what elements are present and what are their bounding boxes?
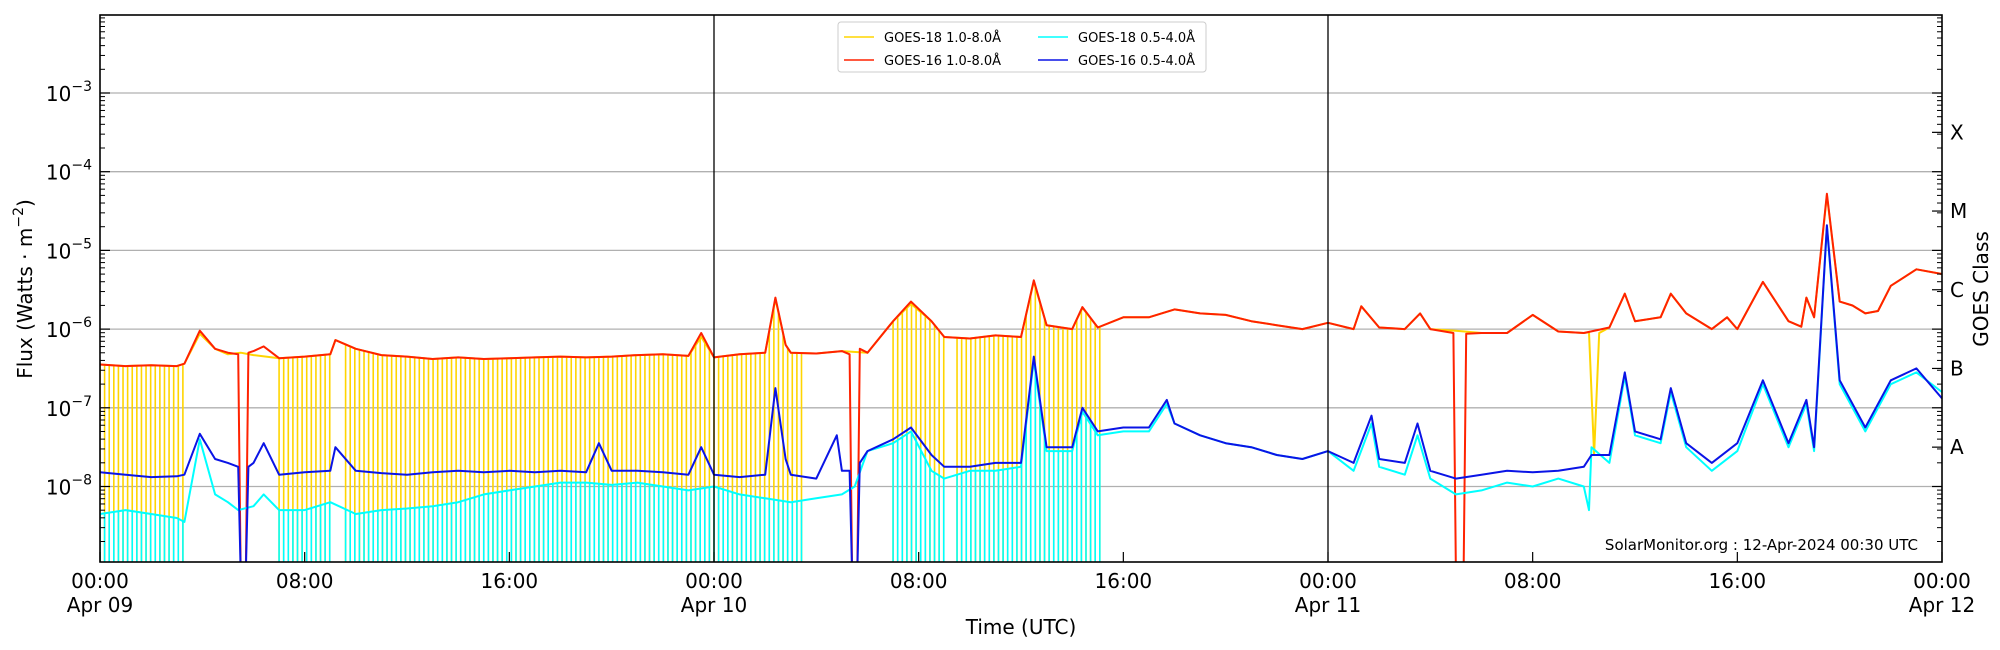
x-tick-date-label: Apr 12	[1909, 593, 1975, 617]
y-axis-left: 10−3 10−4 10−5 10−6 10−7 10−8	[46, 17, 1942, 543]
x-tick-label: 08:00	[890, 569, 948, 593]
legend-entry-label: GOES-16 0.5-4.0Å	[1078, 53, 1195, 69]
x-tick-label: 00:00	[1299, 569, 1357, 593]
y-tick-label: 10−4	[46, 158, 92, 185]
x-tick-label: 16:00	[1095, 569, 1153, 593]
goes-class-label: C	[1950, 278, 1964, 302]
x-tick-label: 08:00	[276, 569, 334, 593]
x-tick-label: 00:00	[71, 569, 129, 593]
dropout-bars	[100, 287, 1101, 562]
data-series	[100, 192, 1942, 562]
y-tick-label: 10−8	[46, 473, 92, 500]
goes-class-label: X	[1950, 120, 1964, 144]
y-tick-label: 10−7	[46, 394, 92, 421]
y-tick-label: 10−3	[46, 79, 92, 106]
x-tick-date-label: Apr 11	[1295, 593, 1361, 617]
legend-entry-label: GOES-16 1.0-8.0Å	[884, 53, 1001, 69]
y-axis-right-title: GOES Class	[1969, 231, 1993, 347]
legend-entry-label: GOES-18 0.5-4.0Å	[1078, 30, 1195, 46]
x-tick-date-label: Apr 10	[681, 593, 747, 617]
legend: GOES-18 1.0-8.0Å GOES-18 0.5-4.0Å GOES-16 …	[837, 21, 1207, 73]
x-tick-label: 00:00	[1913, 569, 1971, 593]
series-line	[100, 224, 1942, 562]
source-annotation: SolarMonitor.org : 12-Apr-2024 00:30 UTC	[1605, 536, 1918, 554]
goes-class-label: B	[1950, 356, 1964, 380]
legend-entry-label: GOES-18 1.0-8.0Å	[884, 30, 1001, 46]
plot-border	[99, 14, 1943, 563]
y-tick-label: 10−5	[46, 236, 92, 263]
x-tick-label: 16:00	[481, 569, 539, 593]
goes-class-label: M	[1950, 199, 1967, 223]
series-line	[100, 225, 1942, 523]
legend-box	[837, 21, 1207, 73]
y-axis-right-goes-class: X M C B A	[1932, 120, 1967, 459]
x-tick-date-label: Apr 09	[67, 593, 133, 617]
goes-class-label: A	[1950, 435, 1964, 459]
plot-frame	[99, 14, 1943, 563]
y-axis-title: Flux (Watts · m−2)	[11, 199, 37, 379]
x-tick-label: 00:00	[685, 569, 743, 593]
x-tick-label: 08:00	[1504, 569, 1562, 593]
y-tick-label: 10−6	[46, 315, 92, 342]
x-tick-label: 16:00	[1709, 569, 1767, 593]
x-axis-title: Time (UTC)	[965, 615, 1077, 639]
series-line	[100, 192, 1942, 562]
